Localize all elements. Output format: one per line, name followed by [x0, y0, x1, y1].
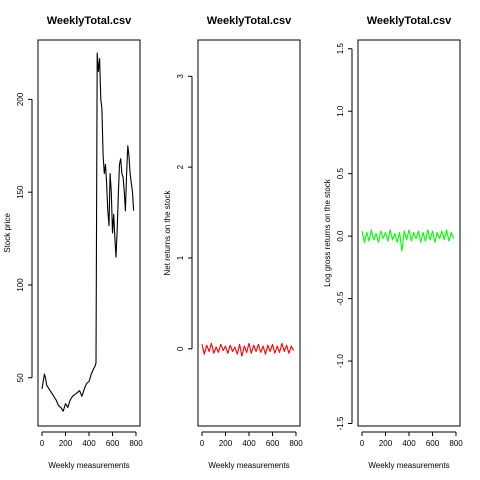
panel-3-y-tick-label-5: 0.5	[336, 168, 345, 180]
panel-3-x-tick-label-1: 0	[360, 439, 365, 448]
panel-1-y-axis-label: Stock price	[3, 213, 12, 253]
panel-3-x-tick-label-4: 600	[426, 439, 440, 448]
panel-2-x-tick-label-2: 200	[219, 439, 233, 448]
panel-3-y-tick-label-3: -0.5	[336, 291, 345, 305]
panel-1-x-tick-label-4: 600	[106, 439, 120, 448]
panel-2-y-axis-label: Net returns on the stock	[163, 190, 172, 276]
panel-3-y-tick-label-4: 0.0	[336, 230, 345, 242]
panel-1-x-tick-label-1: 0	[40, 439, 45, 448]
panel-1-y-tick-label-3: 150	[16, 185, 25, 199]
panel-1-plot-area	[41, 52, 135, 412]
panel-2-axes: 0 200 400 600 800 0 1 2 3	[176, 74, 303, 448]
panel-2-y-tick-label-4: 3	[176, 74, 185, 79]
panel-1-frame	[37, 39, 141, 427]
panel-1-x-tick-label-3: 400	[82, 439, 96, 448]
panel-2-series-line-1	[201, 342, 295, 357]
panel-1-y-tick-label-4: 200	[16, 92, 25, 106]
panel-1-series-line-1	[41, 52, 135, 412]
panel-3-x-tick-label-5: 800	[449, 439, 463, 448]
panel-2: WeeklyTotal.csv Weekly measurements Net …	[163, 15, 303, 470]
panel-2-x-tick-label-5: 800	[289, 439, 303, 448]
panel-3-x-tick-label-3: 400	[402, 439, 416, 448]
panel-3-x-axis-label: Weekly measurements	[368, 461, 449, 470]
panel-1-y-tick-label-1: 50	[16, 373, 25, 382]
panel-2-y-tick-label-3: 2	[176, 164, 185, 169]
panel-3-x-tick-label-2: 200	[379, 439, 393, 448]
panel-2-x-axis-label: Weekly measurements	[208, 461, 289, 470]
panel-1-x-axis-label: Weekly measurements	[48, 461, 129, 470]
panel-1-y-tick-label-2: 100	[16, 278, 25, 292]
panel-2-x-tick-label-1: 0	[200, 439, 205, 448]
panel-1-x-tick-label-5: 800	[129, 439, 143, 448]
panel-2-plot-area	[201, 342, 295, 357]
panel-3-series-line-1	[361, 229, 455, 252]
panel-3-y-axis-label: Log gross returns on the stock	[323, 178, 332, 287]
panel-3-title: WeeklyTotal.csv	[367, 15, 452, 27]
panel-2-title: WeeklyTotal.csv	[207, 15, 292, 27]
panel-2-x-tick-label-4: 600	[266, 439, 280, 448]
panel-3-plot-area	[361, 229, 455, 252]
panel-3-frame	[357, 39, 461, 427]
panel-3-y-tick-label-7: 1.5	[336, 43, 345, 55]
panel-3-axes: 0 200 400 600 800 -1.5 -1.0 -0.5 0.0 0.5 1.0 1.5	[336, 43, 463, 448]
panel-1-x-tick-label-2: 200	[59, 439, 73, 448]
panel-1: WeeklyTotal.csv Weekly measurements Stoc…	[3, 15, 143, 470]
panel-3-y-tick-label-6: 1.0	[336, 105, 345, 117]
panel-3-y-tick-label-1: -1.5	[336, 416, 345, 430]
panel-1-title: WeeklyTotal.csv	[47, 15, 132, 27]
panel-3-y-tick-label-2: -1.0	[336, 354, 345, 368]
panel-2-x-tick-label-3: 400	[242, 439, 256, 448]
panel-3: WeeklyTotal.csv Weekly measurements Log …	[323, 15, 463, 470]
panel-2-y-tick-label-1: 0	[176, 346, 185, 351]
panel-1-axes: 0 200 400 600 800 50 100 150 200	[16, 92, 143, 448]
panel-2-frame	[197, 39, 301, 427]
panel-2-y-tick-label-2: 1	[176, 255, 185, 260]
